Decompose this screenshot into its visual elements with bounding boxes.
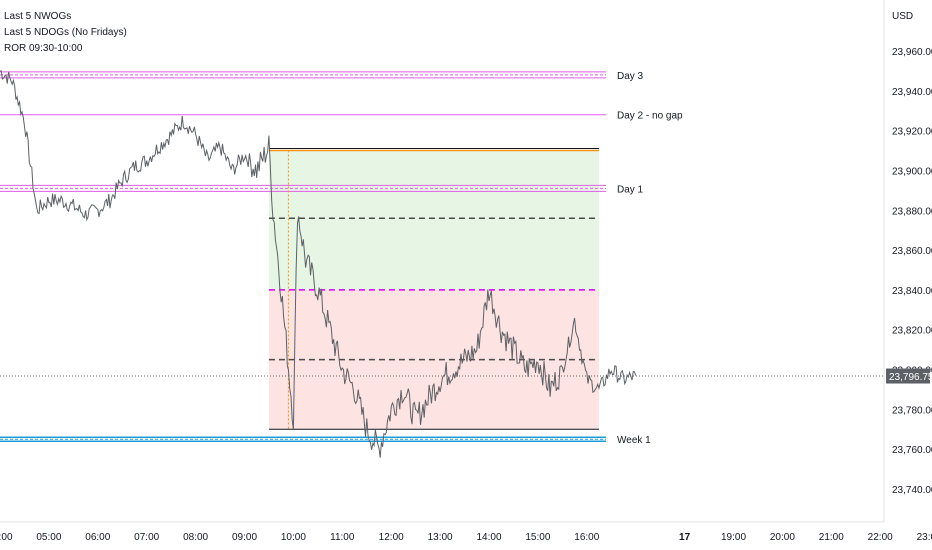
price-tick-label: 23,960.00: [892, 47, 932, 58]
currency-label: USD: [892, 11, 913, 22]
level-label: Day 3: [617, 71, 644, 82]
time-axis[interactable]: 04:00 05:00 06:00 07:00 08:00 09:00 10:00 11:00…: [0, 532, 932, 543]
time-tick-label: 11:00: [330, 532, 355, 543]
legend-ndog[interactable]: Last 5 NDOGs (No Fridays): [4, 27, 127, 38]
time-tick-label: 19:00: [721, 532, 746, 543]
price-series-line: [0, 70, 637, 458]
price-tick-label: 23,840.00: [892, 286, 932, 297]
price-tick-label: 23,820.00: [892, 326, 932, 337]
level-label: Day 1: [617, 184, 644, 195]
level-label: Week 1: [617, 435, 651, 446]
time-tick-label: 15:00: [525, 532, 550, 543]
time-tick-label: 06:00: [85, 532, 110, 543]
legend-nwog[interactable]: Last 5 NWOGs: [4, 11, 72, 22]
time-tick-label: 07:00: [134, 532, 159, 543]
time-tick-label: 10:00: [281, 532, 306, 543]
time-tick-label: 14:00: [476, 532, 501, 543]
time-tick-label: 22:00: [868, 532, 893, 543]
time-tick-label: 23:00: [917, 532, 932, 543]
price-tick-label: 23,860.00: [892, 246, 932, 257]
time-tick-label: 21:00: [819, 532, 844, 543]
price-tick-label: 23,740.00: [892, 485, 932, 496]
price-tick-label: 23,920.00: [892, 127, 932, 138]
gap-levels: [0, 71, 606, 442]
last-price-label: 23,796.75: [889, 372, 932, 383]
time-tick-label: 04:00: [0, 532, 13, 543]
price-tick-label: 23,780.00: [892, 405, 932, 416]
time-tick-label: 17: [679, 532, 691, 543]
price-tick-label: 23,880.00: [892, 206, 932, 217]
last-price-badge: [886, 368, 930, 384]
time-tick-label: 16:00: [574, 532, 599, 543]
price-tick-label: 23,900.00: [892, 166, 932, 177]
level-labels: Day 3 Day 2 - no gap Day 1 Week 1: [617, 71, 683, 446]
time-tick-label: 20:00: [770, 532, 795, 543]
time-tick-label: 05:00: [36, 532, 61, 543]
time-tick-label: 13:00: [428, 532, 453, 543]
price-tick-label: 23,760.00: [892, 445, 932, 456]
range-lines: [268, 148, 600, 430]
level-label: Day 2 - no gap: [617, 111, 683, 122]
price-axis[interactable]: 23,960.00 23,940.00 23,920.00 23,900.00 23,8…: [892, 47, 932, 496]
range-upper-zone: [268, 150, 600, 290]
time-tick-label: 08:00: [183, 532, 208, 543]
time-tick-label: 09:00: [232, 532, 257, 543]
price-tick-label: 23,940.00: [892, 87, 932, 98]
legend-ror[interactable]: ROR 09:30-10:00: [4, 43, 83, 54]
time-tick-label: 12:00: [379, 532, 404, 543]
